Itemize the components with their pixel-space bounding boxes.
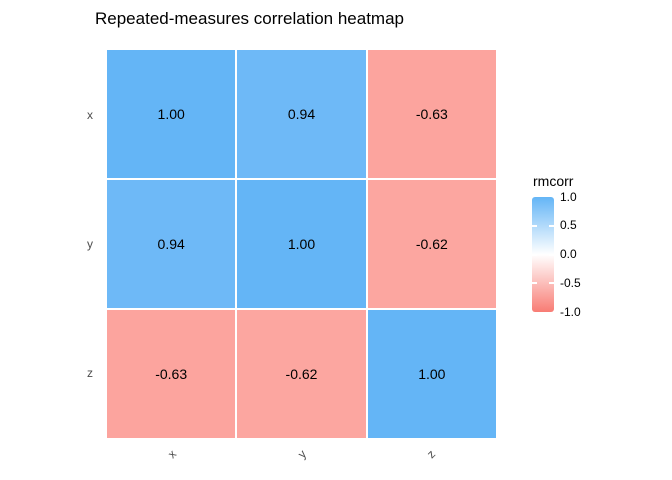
legend-tick-label: 0.5	[560, 218, 577, 233]
legend-tick-label: 0.0	[560, 247, 577, 261]
cell-value-label: 1.00	[418, 366, 446, 382]
heatmap-cell: 0.94	[237, 50, 366, 178]
cell-value-label: -0.63	[155, 366, 188, 382]
heatmap-cell: 1.00	[107, 50, 236, 178]
cell-value-label: 0.94	[157, 236, 185, 252]
legend-tick-mark	[532, 224, 537, 227]
x-axis-labels: x y z	[107, 447, 496, 479]
legend-tick-label: -1.0	[560, 304, 581, 319]
legend-title: rmcorr	[533, 173, 574, 189]
heatmap-cell: -0.63	[107, 310, 236, 438]
x-axis-tick-label: y	[294, 446, 309, 462]
cell-value-label: -0.62	[285, 366, 318, 382]
legend-tick-mark	[549, 253, 554, 256]
cell-value-label: 1.00	[287, 236, 316, 252]
legend-tick-mark	[549, 224, 554, 227]
cell-value-label: 1.00	[157, 106, 185, 122]
y-axis-tick-label: y	[87, 236, 93, 251]
heatmap-cell: -0.63	[367, 50, 496, 178]
cell-value-label: 0.94	[287, 106, 316, 122]
y-axis-tick-label: x	[87, 107, 93, 122]
heatmap-cell: 0.94	[107, 180, 236, 308]
plot-title: Repeated-measures correlation heatmap	[95, 9, 405, 28]
cell-value-label: -0.63	[415, 106, 448, 122]
y-axis-labels: x y z	[55, 50, 93, 438]
y-axis-tick-label: z	[87, 366, 93, 381]
legend-tick-label: 1.0	[560, 189, 577, 204]
legend-colorbar	[532, 197, 554, 312]
heatmap-cell: -0.62	[367, 180, 496, 308]
heatmap-cell: 1.00	[237, 180, 366, 308]
legend-tick-mark	[549, 282, 554, 285]
x-axis-tick-label: z	[424, 446, 439, 462]
heatmap-cell: 1.00	[367, 310, 496, 438]
x-axis-tick-label: x	[164, 446, 179, 462]
legend-tick-mark	[532, 253, 537, 256]
heatmap-cell: -0.62	[237, 310, 366, 438]
cell-value-label: -0.62	[415, 236, 448, 252]
legend: rmcorr 1.0 0.5 0.0 -0.5 -1.0	[532, 173, 642, 333]
heatmap-grid: 1.00 0.94 -0.63 0.94 1.00 -0.62 -0.63 -0.62 1.00	[107, 50, 496, 438]
legend-tick-mark	[532, 282, 537, 285]
legend-tick-label: -0.5	[560, 275, 581, 290]
